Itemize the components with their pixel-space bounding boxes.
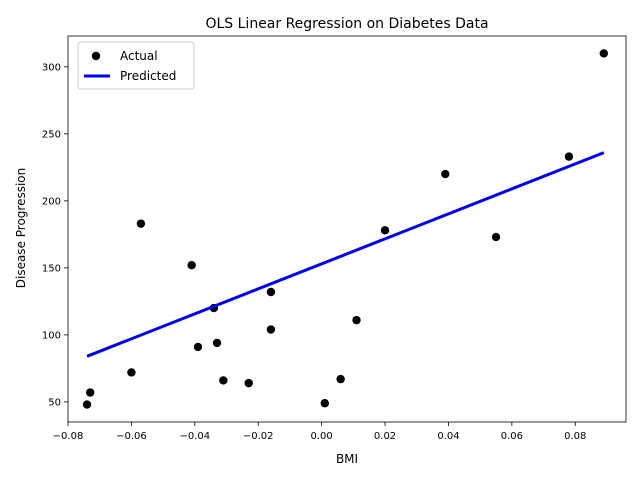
data-point	[599, 49, 609, 58]
data-point	[441, 169, 450, 179]
data-point	[564, 152, 574, 161]
data-point	[491, 232, 501, 242]
y-tick-label: 250	[42, 129, 61, 140]
data-point	[352, 315, 361, 325]
x-tick-label: 0.06	[501, 431, 523, 442]
regression-line	[86, 151, 605, 358]
legend-label: Actual	[120, 49, 158, 63]
y-axis-label: Disease Progression	[14, 168, 28, 289]
x-tick-label: 0.08	[564, 431, 586, 442]
data-point	[244, 378, 253, 388]
data-point	[219, 376, 228, 385]
chart-title: OLS Linear Regression on Diabetes Data	[205, 16, 488, 32]
y-tick-label: 300	[42, 62, 61, 73]
plot-area: −0.08 −0.06 −0.04 −0.02 0.00 0.02 0.04 0.06 0.08…	[42, 35, 627, 442]
x-tick-label: −0.04	[179, 431, 210, 442]
data-point	[266, 287, 276, 297]
x-tick-label: −0.06	[116, 431, 147, 442]
x-tick-label: −0.02	[243, 431, 274, 442]
y-tick-label: 150	[42, 263, 61, 274]
data-point	[380, 226, 390, 235]
y-tick-label: 50	[48, 397, 61, 408]
y-tick-label: 100	[42, 330, 61, 341]
data-point	[187, 260, 196, 270]
legend-marker-actual	[91, 51, 101, 61]
x-tick-label: −0.08	[53, 431, 84, 442]
data-point	[266, 325, 276, 334]
data-point	[320, 399, 330, 408]
data-point	[85, 388, 95, 397]
data-point	[127, 368, 136, 377]
plot-frame	[67, 35, 627, 423]
data-point	[82, 400, 92, 409]
x-axis-label: BMI	[336, 452, 358, 466]
x-tick-label: 0.04	[437, 431, 459, 442]
data-point	[212, 338, 222, 348]
x-tick-label: 0.02	[374, 431, 396, 442]
x-tick-label: 0.00	[311, 431, 333, 442]
data-point	[336, 374, 345, 384]
y-tick-label: 200	[42, 196, 61, 207]
data-point	[193, 342, 203, 352]
legend: Actual Predicted	[77, 41, 195, 90]
legend-label: Predicted	[120, 69, 176, 83]
data-point	[136, 219, 146, 228]
